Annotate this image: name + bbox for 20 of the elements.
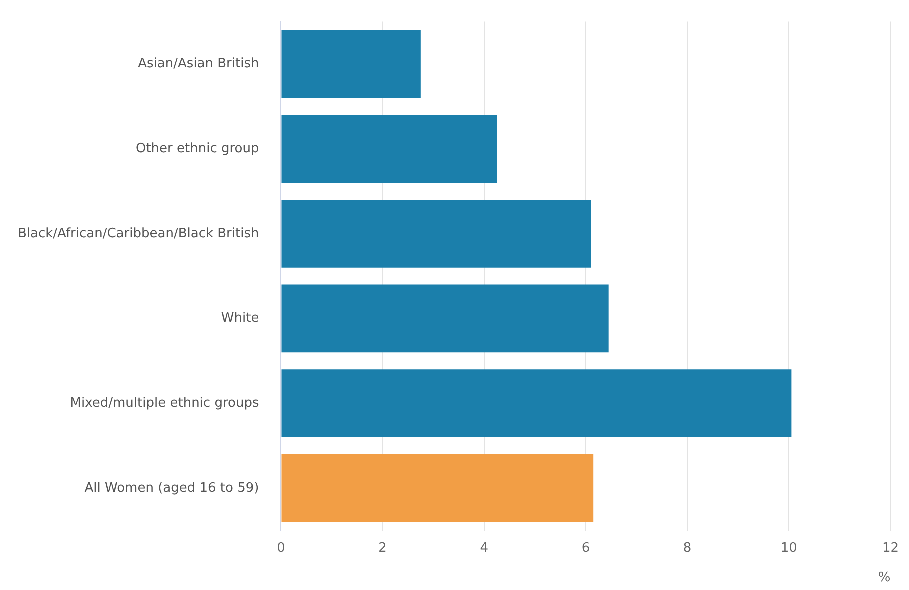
x-tick-label: 8 [683, 540, 692, 556]
y-tick-label: Mixed/multiple ethnic groups [70, 396, 260, 411]
x-tick-label: 4 [480, 540, 489, 556]
x-tick-label: 0 [277, 540, 286, 556]
bar [282, 454, 594, 522]
x-axis-title: % [878, 570, 891, 586]
bar [282, 115, 498, 183]
bar [282, 200, 592, 268]
x-tick-label: 10 [780, 540, 798, 556]
x-tick-label: 6 [582, 540, 590, 556]
bar [282, 284, 609, 353]
y-tick-label: Asian/Asian British [138, 56, 260, 72]
y-tick-label: Other ethnic group [136, 141, 260, 156]
x-tick-label: 2 [378, 540, 387, 556]
x-tick-label: 12 [882, 540, 899, 556]
bar [282, 370, 792, 438]
y-tick-label: All Women (aged 16 to 59) [84, 480, 260, 496]
bar [282, 30, 421, 98]
y-tick-label: Black/African/Caribbean/Black British [18, 226, 260, 242]
y-tick-label: White [221, 311, 260, 326]
